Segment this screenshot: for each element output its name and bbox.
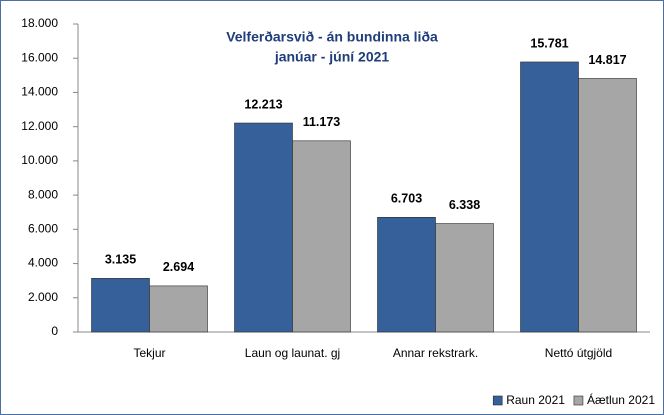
x-tick-label: Nettó útgjöld	[545, 346, 612, 360]
x-tick-label: Tekjur	[133, 346, 165, 360]
chart-title: Velferðarsvið - án bundinna liða	[226, 29, 438, 45]
value-label: 6.703	[391, 192, 422, 206]
x-tick-label: Annar rekstrark.	[393, 346, 478, 360]
y-tick-label: 6.000	[28, 222, 58, 236]
x-tick-label: Laun og launat. gj	[245, 346, 340, 360]
bar	[435, 223, 494, 333]
bar	[578, 78, 637, 333]
bar	[149, 285, 208, 333]
value-label: 6.338	[449, 198, 480, 212]
y-tick-label: 2.000	[28, 290, 58, 304]
legend-swatch	[573, 395, 584, 406]
bar	[91, 278, 150, 333]
legend-label: Raun 2021	[506, 393, 565, 407]
y-tick-label: 0	[51, 324, 58, 338]
value-label: 2.694	[163, 260, 194, 274]
y-tick-label: 14.000	[21, 85, 58, 99]
legend-swatch	[492, 395, 503, 406]
chart-subtitle: janúar - júní 2021	[274, 49, 390, 65]
y-tick-label: 4.000	[28, 256, 58, 270]
value-label: 3.135	[105, 253, 136, 267]
bar	[377, 217, 436, 333]
bar	[292, 140, 351, 333]
y-tick-label: 10.000	[21, 153, 58, 167]
y-tick-label: 16.000	[21, 50, 58, 64]
value-label: 15.781	[530, 36, 568, 50]
value-label: 14.817	[588, 53, 626, 67]
y-tick-label: 18.000	[21, 16, 58, 30]
y-tick-label: 8.000	[28, 187, 58, 201]
bar	[520, 61, 579, 333]
value-label: 11.173	[303, 115, 341, 129]
legend-label: Áætlun 2021	[587, 392, 655, 407]
value-label: 12.213	[244, 97, 282, 111]
bar	[234, 122, 293, 333]
y-tick-label: 12.000	[21, 119, 58, 133]
